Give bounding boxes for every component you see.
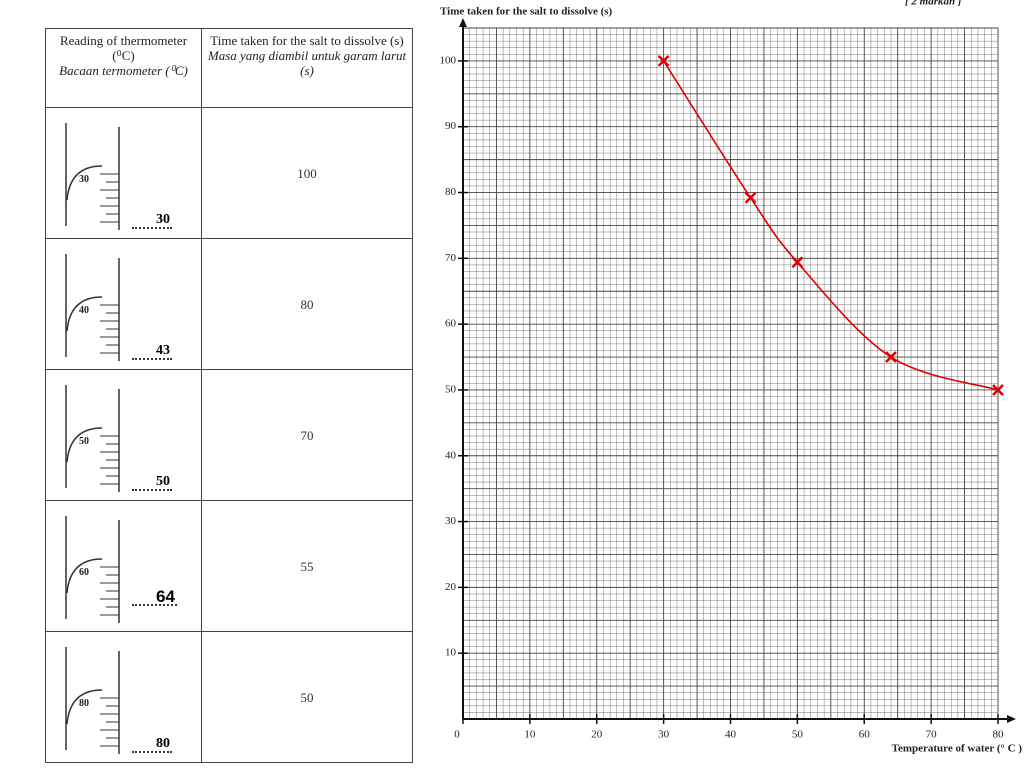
table-row: 60 64 55 xyxy=(45,500,413,632)
time-value: 55 xyxy=(300,559,314,574)
y-arrow xyxy=(459,18,467,27)
time-value: 100 xyxy=(297,166,317,181)
x-tick-label: 30 xyxy=(658,729,670,741)
header-text: Bacaan termometer (⁰C) xyxy=(59,63,188,78)
thermometer: 80 xyxy=(65,647,120,754)
x-tick-label: 20 xyxy=(591,729,603,741)
scale-label: 30 xyxy=(79,174,89,185)
y-tick-label: 20 xyxy=(445,581,457,593)
data-point xyxy=(885,351,897,363)
chart: 10 20 30 40 50 60 70 80 90 100 0 10 20 30 40 50 60 70 80 Ti… xyxy=(440,0,1023,755)
header-text: Reading of thermometer (⁰C) xyxy=(59,33,188,63)
x-arrow xyxy=(1007,715,1016,723)
scale-label: 80 xyxy=(79,698,89,709)
scale-label: 60 xyxy=(79,567,89,578)
y-tick-label: 100 xyxy=(440,54,457,66)
header-cell: Reading of thermometer (⁰C) Bacaan termom… xyxy=(45,28,202,108)
header-text: Masa yang diambil untuk garam larut (s) xyxy=(207,48,407,78)
mercury-curve xyxy=(66,427,103,463)
table-row: 30 30 100 xyxy=(45,107,413,239)
data-point xyxy=(657,55,670,67)
thermometer: 60 xyxy=(65,516,120,623)
y-tick-label: 60 xyxy=(445,318,457,330)
time-value: 50 xyxy=(300,690,314,705)
table-cell: 80 xyxy=(201,238,413,370)
data-point xyxy=(791,256,804,269)
reading: 43 xyxy=(132,343,172,360)
data-point xyxy=(744,191,757,204)
mercury-curve xyxy=(66,296,103,332)
x-tick-label: 0 xyxy=(454,729,460,741)
note: [ 2 markah ] xyxy=(905,0,962,8)
table-cell: 40 43 xyxy=(45,238,202,370)
table-row: 80 80 50 xyxy=(45,631,413,763)
x-tick-label: 60 xyxy=(859,729,871,741)
table-row: 40 43 80 xyxy=(45,238,413,370)
table-cell: 55 xyxy=(201,500,413,632)
reading: 64 xyxy=(132,588,177,606)
header-cell: Time taken for the salt to dissolve (s) M… xyxy=(201,28,413,108)
reading: 80 xyxy=(132,736,172,753)
x-tick-label: 80 xyxy=(993,729,1005,741)
x-tick-label: 50 xyxy=(792,729,804,741)
table-cell: 80 80 xyxy=(45,631,202,763)
table-cell: 70 xyxy=(201,369,413,501)
y-tick-label: 10 xyxy=(445,647,457,659)
table-cell: 60 64 xyxy=(45,500,202,632)
thermometer: 30 xyxy=(65,123,120,230)
mercury-curve xyxy=(66,689,103,725)
data-point xyxy=(992,384,1004,396)
x-tick-label: 10 xyxy=(524,729,536,741)
y-tick-label: 30 xyxy=(445,515,457,527)
x-tick-label: 70 xyxy=(926,729,938,741)
mercury-curve xyxy=(66,558,103,594)
mercury-curve xyxy=(66,165,103,201)
scale-label: 50 xyxy=(79,436,89,447)
time-value: 80 xyxy=(300,297,314,312)
reading: 30 xyxy=(132,212,172,229)
reading: 50 xyxy=(132,474,172,491)
header-text: Time taken for the salt to dissolve (s) xyxy=(210,33,404,48)
time-value: 70 xyxy=(300,428,314,443)
y-tick-label: 80 xyxy=(445,186,457,198)
y-tick-label: 50 xyxy=(445,383,457,395)
thermometer: 40 xyxy=(65,254,120,361)
x-axis-label: Temperature of water (° C ) xyxy=(892,743,1023,755)
chart-title: Time taken for the salt to dissolve (s) xyxy=(440,6,613,18)
x-tick-label: 40 xyxy=(725,729,737,741)
table-cell: 50 xyxy=(201,631,413,763)
data-table: Reading of thermometer (⁰C) Bacaan termom… xyxy=(45,28,413,763)
thermometer: 50 xyxy=(65,385,120,492)
y-tick-label: 40 xyxy=(445,449,457,461)
y-tick-label: 90 xyxy=(445,120,457,132)
scale-label: 40 xyxy=(79,305,89,316)
table-cell: 100 xyxy=(201,107,413,239)
table-cell: 50 50 xyxy=(45,369,202,501)
table-cell: 30 30 xyxy=(45,107,202,239)
y-tick-label: 70 xyxy=(445,252,457,264)
table-row: 50 50 70 xyxy=(45,369,413,501)
